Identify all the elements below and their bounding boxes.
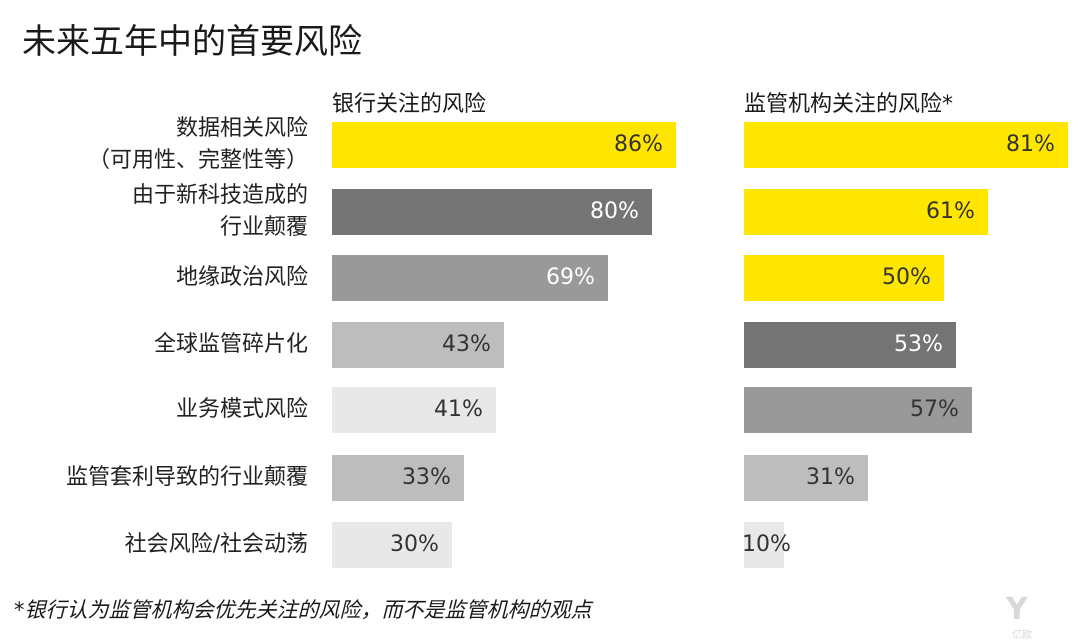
- category-label-line: 地缘政治风险: [175, 265, 308, 290]
- data-label: 50%: [882, 265, 931, 290]
- data-label: 30%: [390, 532, 439, 557]
- category-label-line: （可用性、完整性等）: [87, 148, 308, 173]
- category-label-line: 全球监管碎片化: [153, 332, 308, 357]
- data-label: 80%: [590, 199, 639, 224]
- watermark-logo-icon: Y: [1006, 592, 1028, 627]
- category-label-line: 数据相关风险: [175, 116, 308, 141]
- data-label: 69%: [546, 265, 595, 290]
- category-label: 社会风险/社会动荡: [125, 529, 308, 561]
- bar-series2-5: [744, 387, 972, 433]
- category-label-line: 社会风险/社会动荡: [124, 532, 308, 557]
- footnote: *银行认为监管机构会优先关注的风险，而不是监管机构的观点: [14, 598, 592, 622]
- data-label: 57%: [910, 397, 959, 422]
- data-label: 81%: [1006, 132, 1055, 157]
- page-title: 未来五年中的首要风险: [22, 22, 362, 62]
- bar-series1-4: [332, 322, 504, 368]
- category-label-line: 业务模式风险: [175, 397, 308, 422]
- category-label: 监管套利导致的行业颠覆: [66, 462, 308, 494]
- series-header-1: 银行关注的风险: [332, 92, 487, 117]
- category-label: 全球监管碎片化: [154, 329, 308, 361]
- bar-series1-3: [332, 255, 608, 301]
- bar-series2-2: [744, 189, 988, 235]
- data-label: 43%: [442, 332, 491, 357]
- bar-series1-5: [332, 387, 496, 433]
- bar-series1-2: [332, 189, 652, 235]
- bar-series2-3: [744, 255, 944, 301]
- bar-series1-6: [332, 455, 464, 501]
- bar-series1-7: [332, 522, 452, 568]
- category-label-line: 行业颠覆: [219, 215, 308, 240]
- bar-series2-6: [744, 455, 868, 501]
- category-label: 业务模式风险: [176, 394, 308, 426]
- category-label: 由于新科技造成的行业颠覆: [132, 180, 308, 244]
- bar-series1-1: [332, 122, 676, 168]
- category-label-line: 监管套利导致的行业颠覆: [65, 465, 308, 490]
- category-label: 数据相关风险 （可用性、完整性等）: [88, 113, 308, 177]
- data-label: 41%: [434, 397, 483, 422]
- data-label: 10%: [742, 532, 791, 557]
- bar-series2-4: [744, 322, 956, 368]
- data-label: 61%: [926, 199, 975, 224]
- data-label: 31%: [806, 465, 855, 490]
- category-label-line: 由于新科技造成的: [131, 183, 308, 208]
- data-label: 86%: [614, 132, 663, 157]
- data-label: 33%: [402, 465, 451, 490]
- category-label: 地缘政治风险: [176, 262, 308, 294]
- bar-series2-1: [744, 122, 1068, 168]
- data-label: 53%: [894, 332, 943, 357]
- series-header-2: 监管机构关注的风险*: [744, 92, 954, 117]
- watermark-text-icon: 亿欧: [1012, 630, 1032, 641]
- bar-series2-7: [744, 522, 784, 568]
